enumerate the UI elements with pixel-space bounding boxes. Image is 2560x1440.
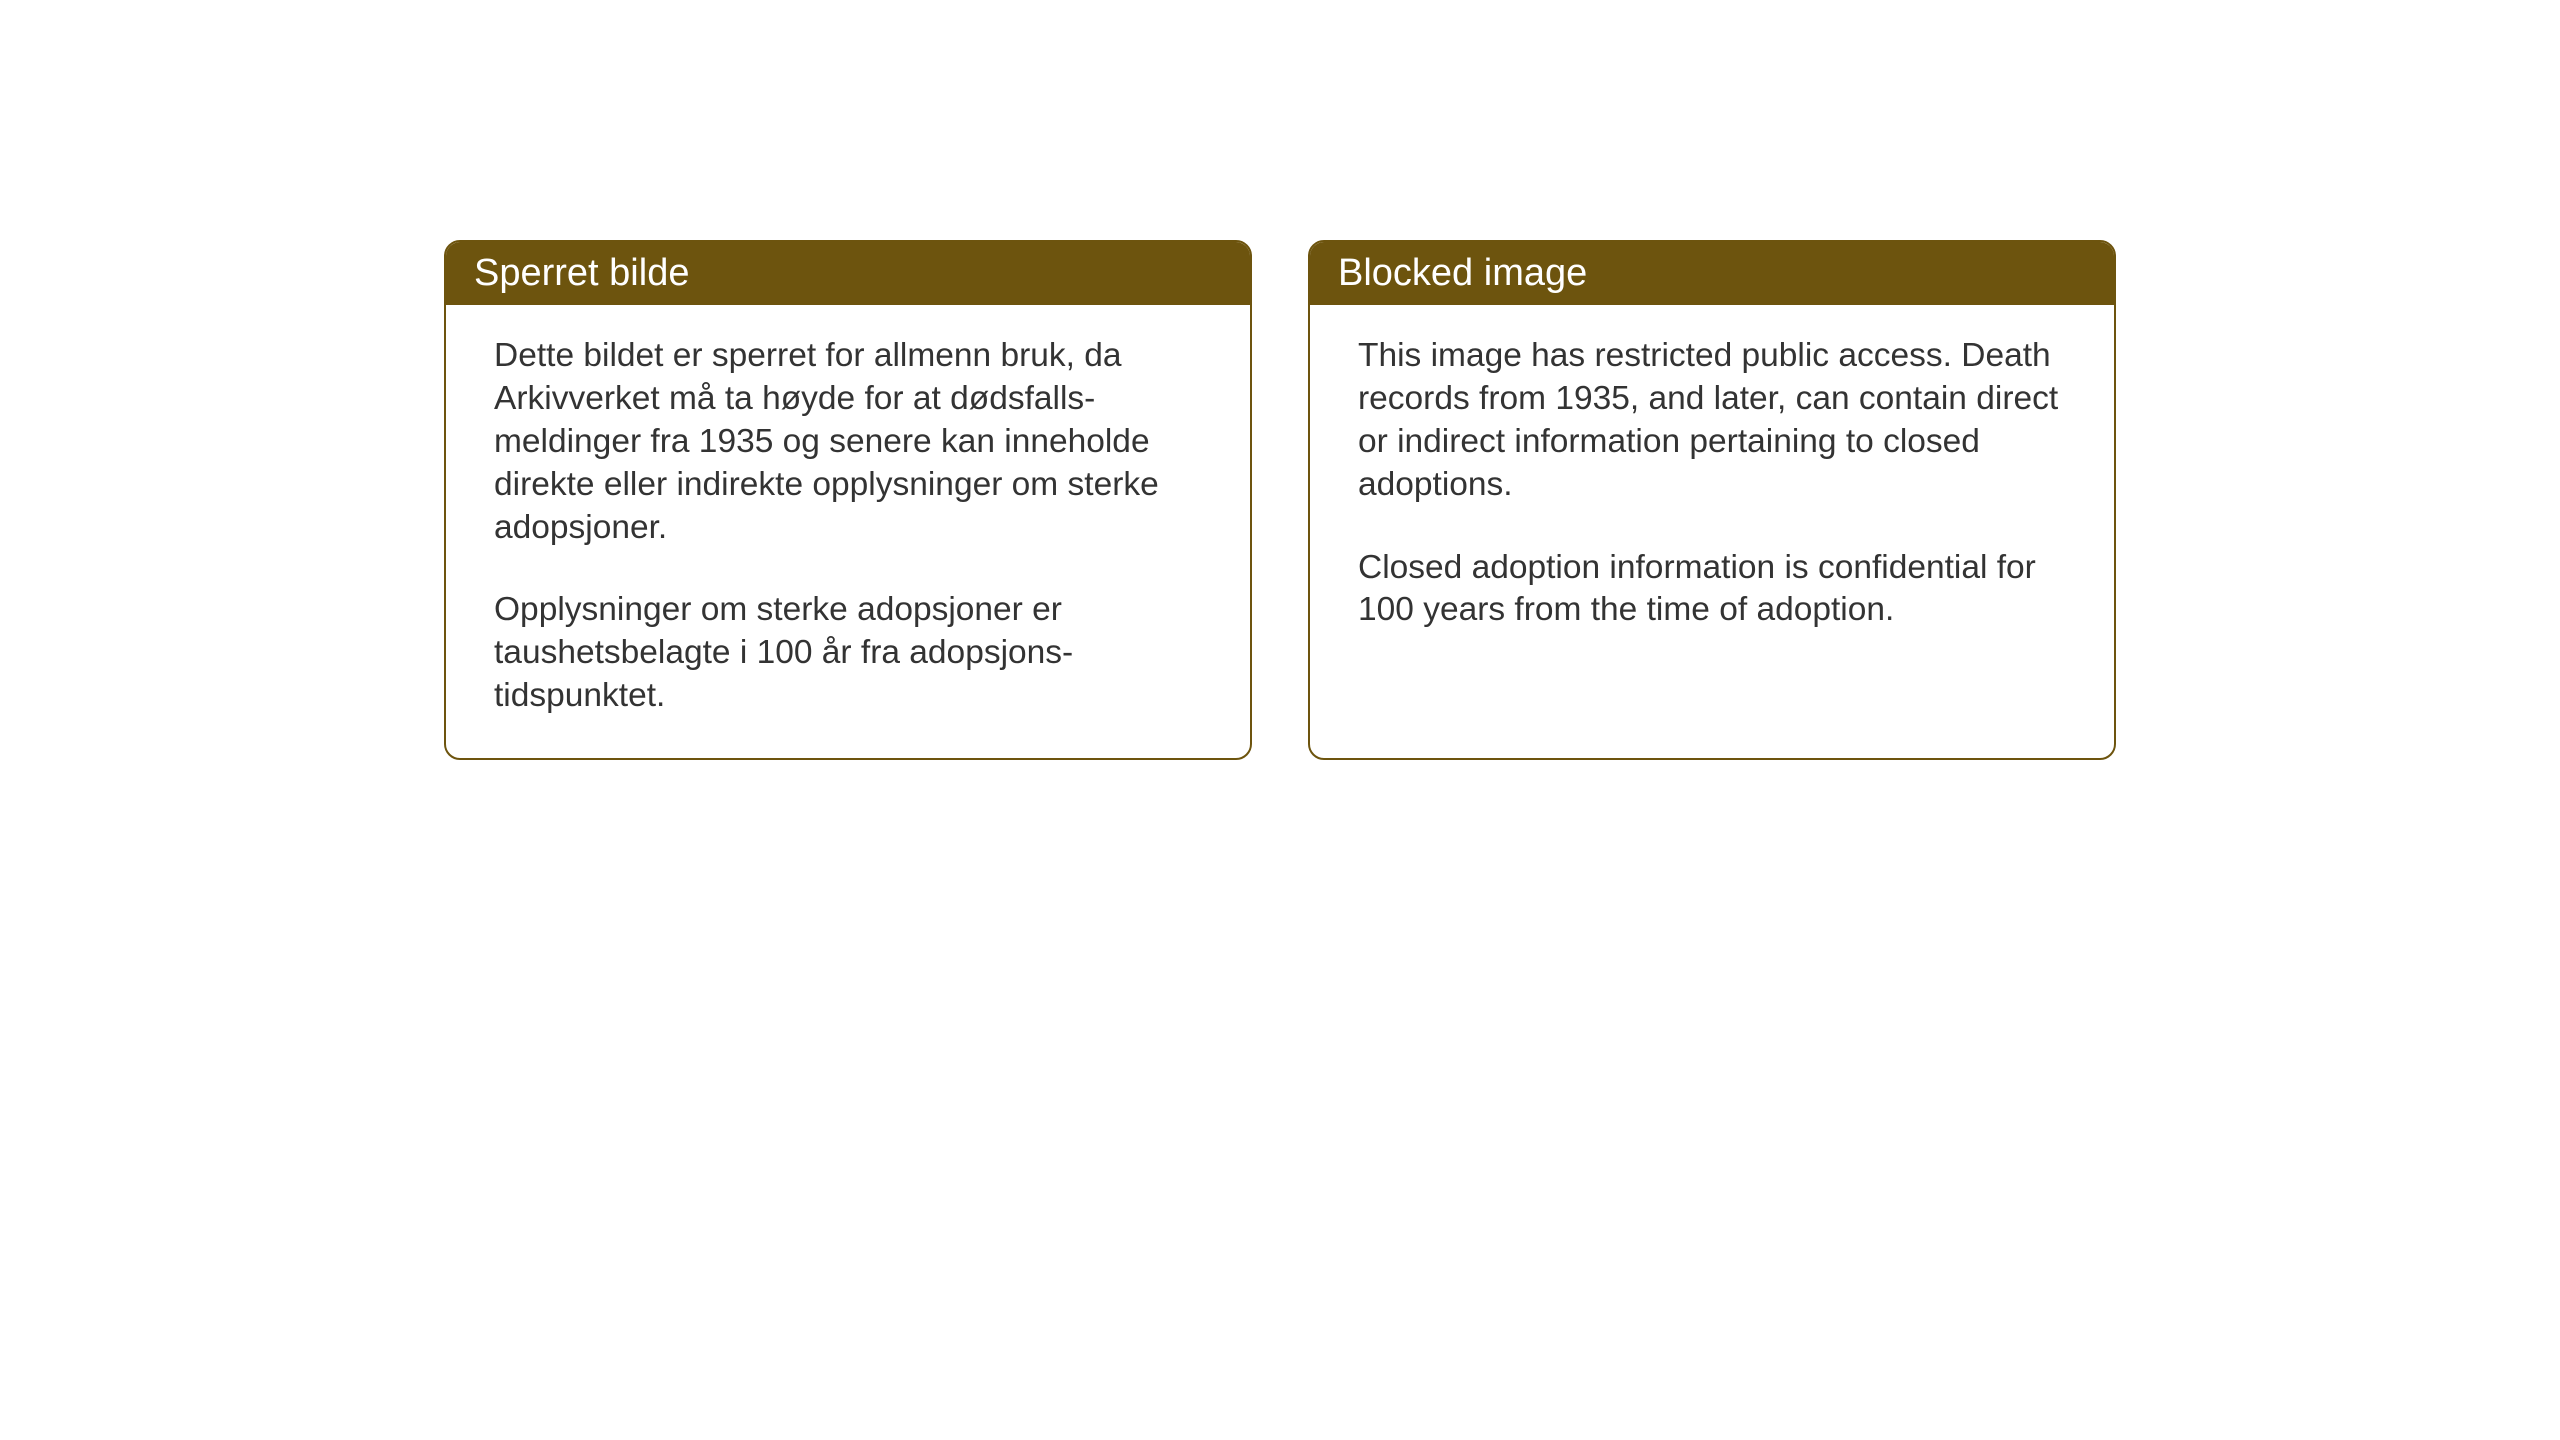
card-body-english: This image has restricted public access.… — [1310, 305, 2114, 755]
card-header-norwegian: Sperret bilde — [446, 242, 1250, 305]
notice-cards-container: Sperret bilde Dette bildet er sperret fo… — [444, 240, 2116, 760]
card-paragraph-1-norwegian: Dette bildet er sperret for allmenn bruk… — [494, 335, 1202, 549]
card-paragraph-1-english: This image has restricted public access.… — [1358, 335, 2066, 507]
notice-card-norwegian: Sperret bilde Dette bildet er sperret fo… — [444, 240, 1252, 760]
card-title-english: Blocked image — [1338, 252, 1587, 294]
notice-card-english: Blocked image This image has restricted … — [1308, 240, 2116, 760]
card-body-norwegian: Dette bildet er sperret for allmenn bruk… — [446, 305, 1250, 758]
card-title-norwegian: Sperret bilde — [474, 252, 689, 294]
card-header-english: Blocked image — [1310, 242, 2114, 305]
card-paragraph-2-norwegian: Opplysninger om sterke adopsjoner er tau… — [494, 589, 1202, 718]
card-paragraph-2-english: Closed adoption information is confident… — [1358, 547, 2066, 633]
